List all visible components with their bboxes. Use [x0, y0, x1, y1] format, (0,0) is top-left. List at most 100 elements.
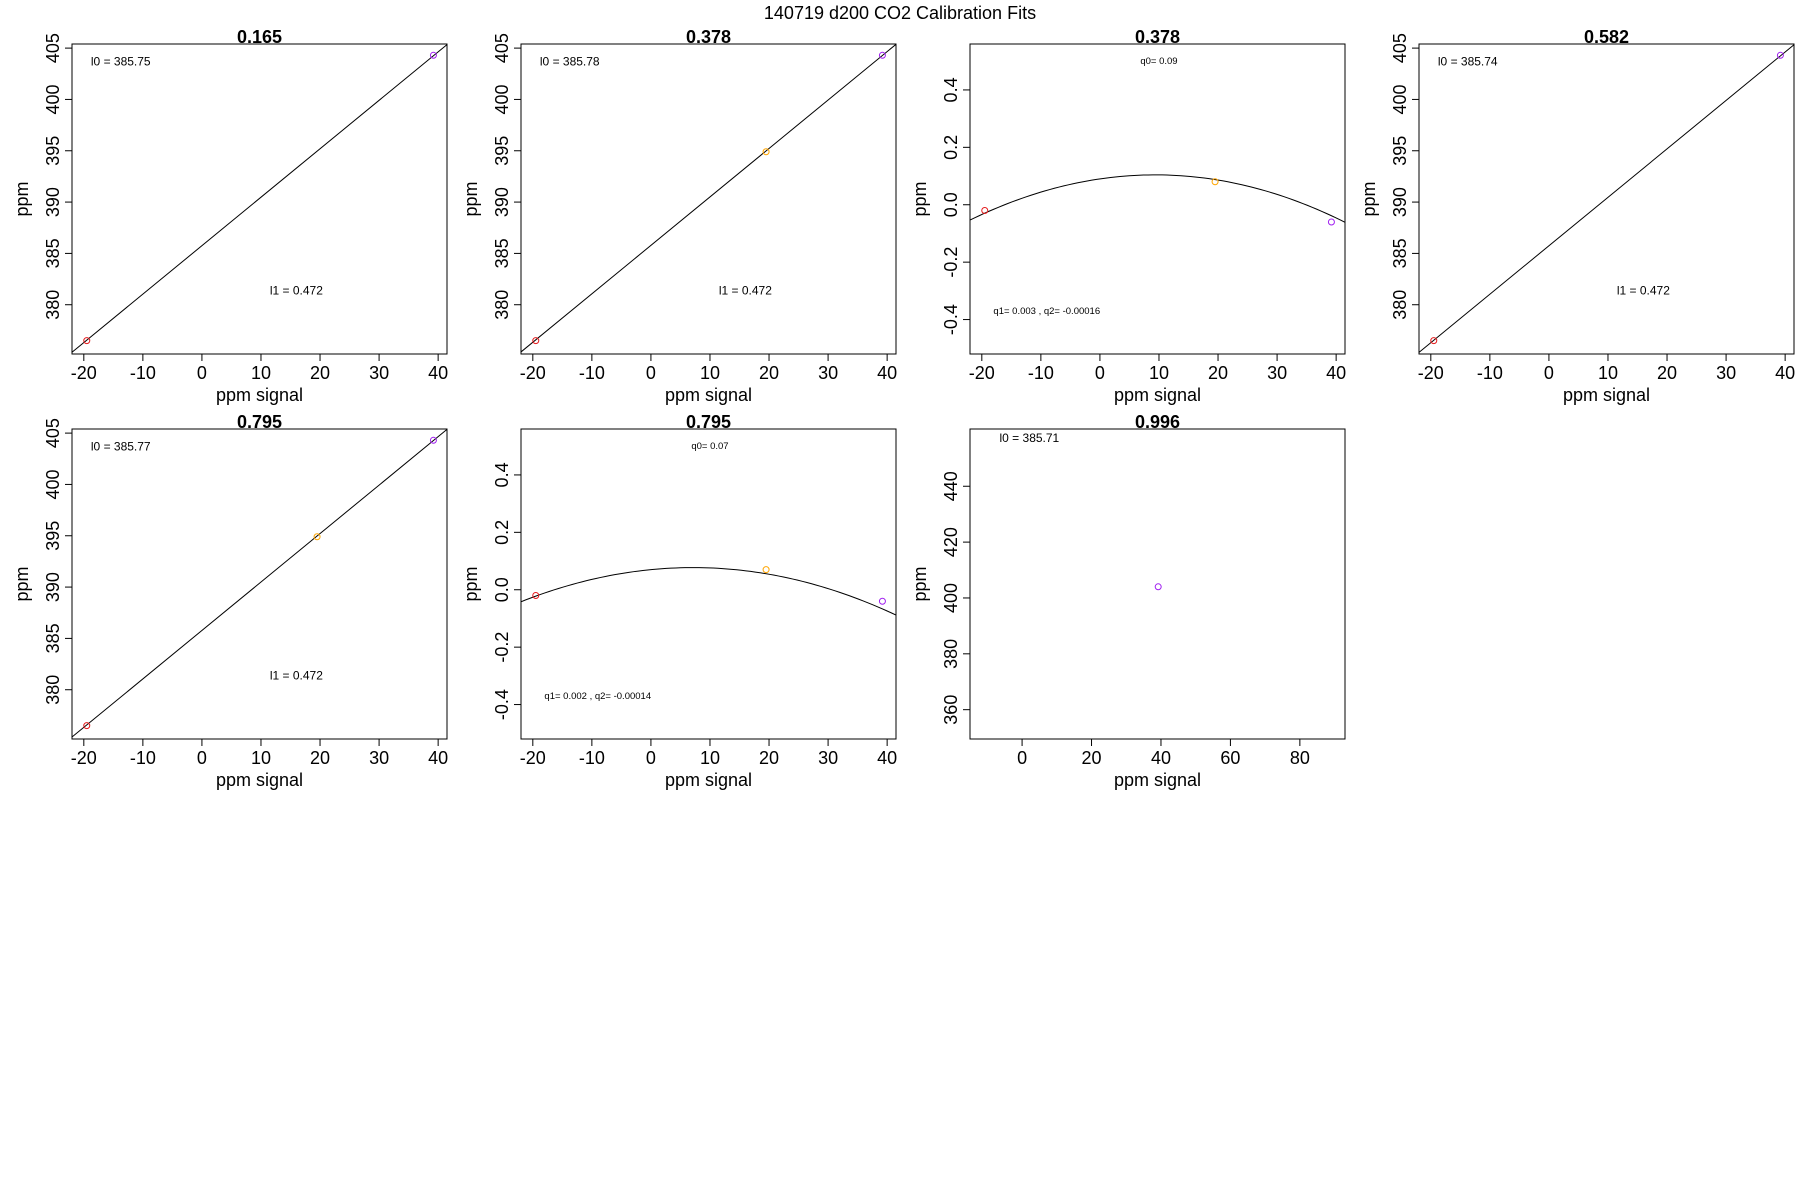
- x-tick-label: -20: [1418, 363, 1444, 383]
- x-tick-label: -20: [520, 748, 546, 768]
- fit-annotation: l0 = 385.78: [540, 55, 600, 69]
- x-tick-label: 10: [1598, 363, 1618, 383]
- panel-1: 0.165 -20 -10 0 10 20 30 40 ppm signal 380 385 390 3…: [12, 27, 448, 405]
- x-tick-label: 0: [646, 748, 656, 768]
- y-tick-label: 0.0: [492, 577, 512, 602]
- y-axis-label: ppm: [910, 566, 930, 601]
- data-point: [1430, 337, 1438, 345]
- y-tick-label: 380: [43, 290, 63, 320]
- x-tick-label: 20: [1657, 363, 1677, 383]
- y-tick-label: 395: [43, 136, 63, 166]
- y-tick-label: 360: [941, 695, 961, 725]
- x-tick-label: 40: [1775, 363, 1795, 383]
- fit-curve: [521, 567, 896, 616]
- data-point: [762, 148, 770, 156]
- x-tick-label: 10: [251, 748, 271, 768]
- y-tick-label: 0.4: [941, 77, 961, 102]
- x-tick-label: 10: [700, 748, 720, 768]
- y-tick-label: 390: [43, 187, 63, 217]
- y-tick-label: 395: [43, 521, 63, 551]
- y-tick-label: 395: [492, 136, 512, 166]
- data-point: [532, 591, 540, 599]
- data-point: [429, 51, 437, 59]
- panel-3: 0.378 -20 -10 0 10 20 30 40 ppm signal -0.4 -0.2 0.…: [910, 27, 1346, 405]
- data-point: [83, 337, 91, 345]
- data-point: [878, 597, 886, 605]
- x-tick-label: 30: [369, 363, 389, 383]
- panels: 0.165 -20 -10 0 10 20 30 40 ppm signal 380 385 390 3…: [12, 27, 1795, 790]
- fit-annotation: l1 = 0.472: [719, 283, 772, 297]
- x-tick-label: 40: [428, 363, 448, 383]
- y-tick-label: 380: [492, 290, 512, 320]
- y-axis-label: ppm: [910, 181, 930, 216]
- x-tick-label: -10: [1028, 363, 1054, 383]
- x-tick-label: 60: [1220, 748, 1240, 768]
- x-tick-label: 20: [1208, 363, 1228, 383]
- y-tick-label: 400: [43, 84, 63, 114]
- panel-title: 0.582: [1584, 27, 1629, 47]
- panel-4: 0.582 -20 -10 0 10 20 30 40 ppm signal 380 385 390 3…: [1359, 27, 1795, 405]
- x-tick-label: 0: [1017, 748, 1027, 768]
- x-tick-label: 10: [1149, 363, 1169, 383]
- y-tick-label: 380: [43, 675, 63, 705]
- fit-line: [72, 44, 447, 353]
- y-tick-label: 400: [43, 469, 63, 499]
- y-tick-label: 385: [43, 238, 63, 268]
- y-tick-label: 395: [1390, 136, 1410, 166]
- x-tick-label: 0: [1095, 363, 1105, 383]
- y-tick-label: 390: [1390, 187, 1410, 217]
- x-axis-label: ppm signal: [1563, 385, 1650, 405]
- data-point: [532, 337, 540, 345]
- y-tick-label: 385: [492, 238, 512, 268]
- data-point: [762, 566, 770, 574]
- y-tick-label: 385: [43, 623, 63, 653]
- y-tick-label: 0.2: [941, 135, 961, 160]
- y-axis-label: ppm: [12, 566, 32, 601]
- x-tick-label: 40: [428, 748, 448, 768]
- data-point: [1154, 583, 1162, 591]
- y-tick-label: -0.2: [492, 632, 512, 663]
- fit-annotation: l0 = 385.75: [91, 55, 151, 69]
- y-tick-label: 0.2: [492, 520, 512, 545]
- panel-title: 0.165: [237, 27, 282, 47]
- x-tick-label: -10: [579, 748, 605, 768]
- x-tick-label: 40: [1326, 363, 1346, 383]
- plot-frame: [520, 428, 897, 740]
- x-tick-label: -10: [130, 748, 156, 768]
- y-axis-label: ppm: [461, 566, 481, 601]
- fit-annotation: q1= 0.003 , q2= -0.00016: [993, 306, 1100, 317]
- x-tick-label: 40: [1151, 748, 1171, 768]
- x-tick-label: 0: [1544, 363, 1554, 383]
- data-point: [1327, 218, 1335, 226]
- x-tick-label: -20: [520, 363, 546, 383]
- plot-frame: [969, 428, 1346, 740]
- fit-annotation: l0 = 385.71: [1000, 431, 1060, 445]
- panel-title: 0.378: [686, 27, 731, 47]
- x-axis-label: ppm signal: [665, 770, 752, 790]
- y-tick-label: 400: [492, 84, 512, 114]
- x-tick-label: 0: [646, 363, 656, 383]
- x-tick-label: 20: [310, 748, 330, 768]
- y-tick-label: 400: [941, 583, 961, 613]
- x-axis-label: ppm signal: [1114, 385, 1201, 405]
- x-tick-label: 30: [818, 748, 838, 768]
- panel-6: 0.795 -20 -10 0 10 20 30 40 ppm signal -0.4 -0.2 0.…: [461, 412, 897, 790]
- y-tick-label: 0.0: [941, 192, 961, 217]
- y-tick-label: 420: [941, 527, 961, 557]
- y-axis-label: ppm: [461, 181, 481, 216]
- panel-5: 0.795 -20 -10 0 10 20 30 40 ppm signal 380 385 390 3…: [12, 412, 448, 790]
- x-tick-label: 20: [1082, 748, 1102, 768]
- fit-line: [72, 429, 447, 738]
- panel-title: 0.378: [1135, 27, 1180, 47]
- x-axis-label: ppm signal: [216, 770, 303, 790]
- fit-annotation: l1 = 0.472: [270, 283, 323, 297]
- fit-annotation: l1 = 0.472: [270, 668, 323, 682]
- fit-line: [521, 44, 896, 353]
- data-point: [83, 722, 91, 730]
- x-tick-label: 0: [197, 363, 207, 383]
- x-axis-label: ppm signal: [216, 385, 303, 405]
- data-point: [313, 533, 321, 541]
- fit-curve: [970, 174, 1345, 223]
- x-tick-label: -10: [579, 363, 605, 383]
